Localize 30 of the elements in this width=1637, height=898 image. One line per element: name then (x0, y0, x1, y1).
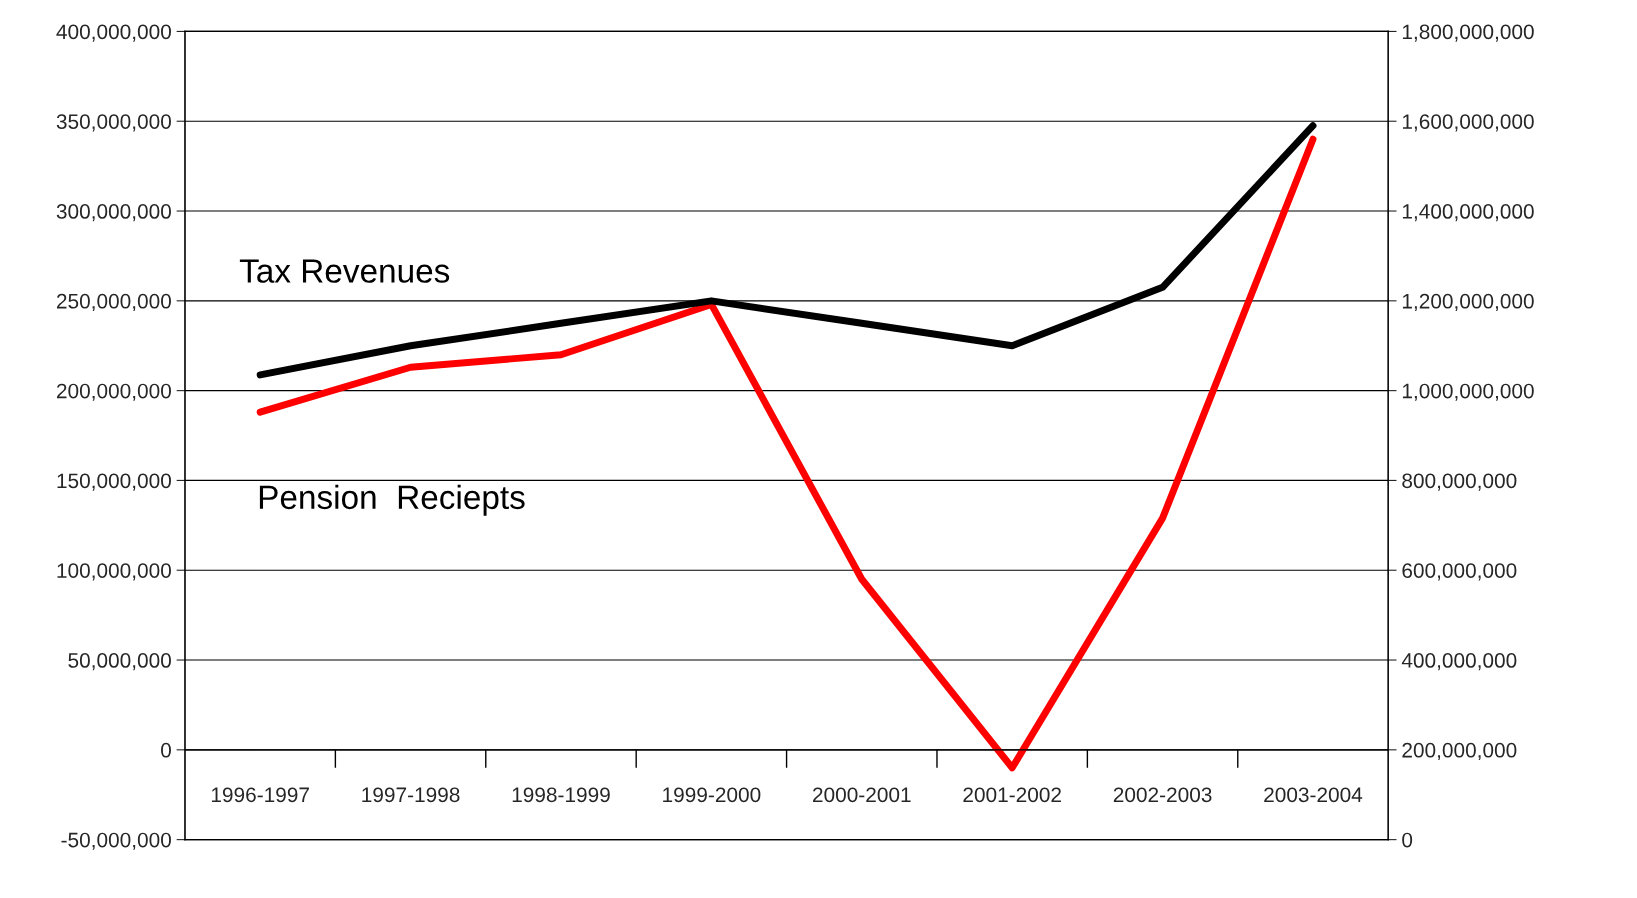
text: Pension Reciepts (259, 484, 525, 516)
y-tick-label: 250,000,000 (56, 293, 171, 312)
x-tick-label: 1998-1999 (512, 787, 610, 803)
y-tick-label: 200,000,000 (56, 383, 171, 401)
y-tick-label: 150,000,000 (57, 473, 171, 491)
y-tick-label: 0 (161, 742, 171, 758)
y-tick-label: 100,000,000 (57, 563, 171, 581)
y2-tick-label: 400,000,000 (1401, 653, 1517, 671)
x-tick-label: 1999-2000 (663, 787, 761, 803)
x-tick-label: 2002-2003 (1113, 787, 1212, 803)
x-tick-label: 2000-2001 (813, 787, 911, 803)
y2-tick-label: 600,000,000 (1402, 563, 1517, 581)
y2-tick-label: 1,200,000,000 (1402, 293, 1534, 312)
y-tick-label: 350,000,000 (56, 114, 171, 132)
y-tick-label: 50,000,000 (68, 653, 171, 671)
x-tick-label: 2001-2002 (963, 787, 1061, 803)
y-tick-label: 400,000,000 (56, 24, 171, 42)
series-label: Tax Revenues (239, 259, 450, 283)
y-tick-label: 300,000,000 (56, 204, 171, 222)
y2-tick-label: 1,800,000,000 (1402, 24, 1534, 42)
y2-tick-label: 800,000,000 (1402, 473, 1517, 491)
x-tick-label: 1997-1998 (362, 787, 460, 803)
y2-tick-label: 1,000,000,000 (1402, 383, 1534, 401)
y2-tick-label: 200,000,000 (1402, 742, 1517, 761)
y2-tick-label: 1,400,000,000 (1402, 204, 1534, 222)
x-tick-label: 2003-2004 (1264, 787, 1363, 803)
y-tick-label: -50,000,000 (61, 832, 171, 850)
y2-tick-label: 1,600,000,000 (1402, 114, 1534, 132)
x-tick-label: 1996-1997 (211, 787, 309, 803)
y2-tick-label: 0 (1402, 832, 1413, 848)
